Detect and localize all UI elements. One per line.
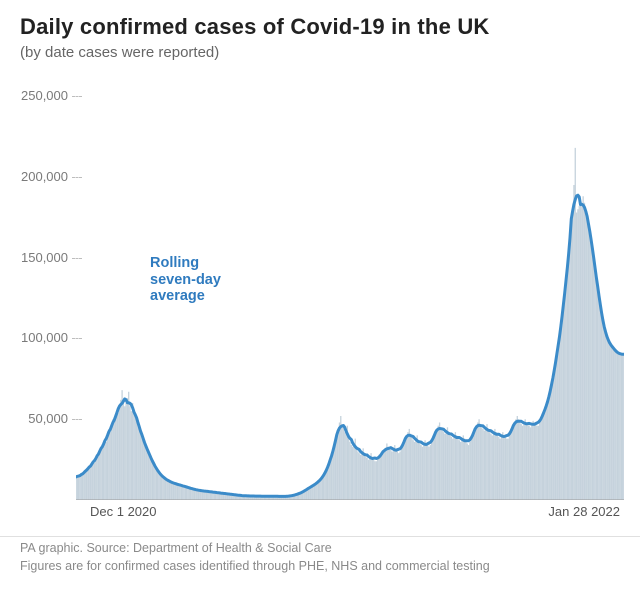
y-tick-dash [72,96,82,97]
y-tick-dash [72,419,82,420]
chart-card: Daily confirmed cases of Covid-19 in the… [0,0,640,593]
footer-note: Figures are for confirmed cases identifi… [20,558,490,576]
footer-source: PA graphic. Source: Department of Health… [20,540,490,558]
x-axis-start-label: Dec 1 2020 [90,504,157,519]
chart-subtitle: (by date cases were reported) [20,44,219,61]
x-axis-end-label: Jan 28 2022 [548,504,620,519]
y-tick-label: 150,000 [8,250,68,265]
y-tick-dash [72,177,82,178]
y-tick-label: 200,000 [8,169,68,184]
y-tick-label: 50,000 [8,411,68,426]
y-tick-label: 100,000 [8,330,68,345]
legend-label: Rollingseven-dayaverage [150,255,221,305]
y-tick-dash [72,258,82,259]
footer: PA graphic. Source: Department of Health… [20,540,490,575]
footer-separator [0,536,640,537]
y-tick-dash [72,338,82,339]
chart-title: Daily confirmed cases of Covid-19 in the… [20,14,490,40]
y-tick-label: 250,000 [8,88,68,103]
